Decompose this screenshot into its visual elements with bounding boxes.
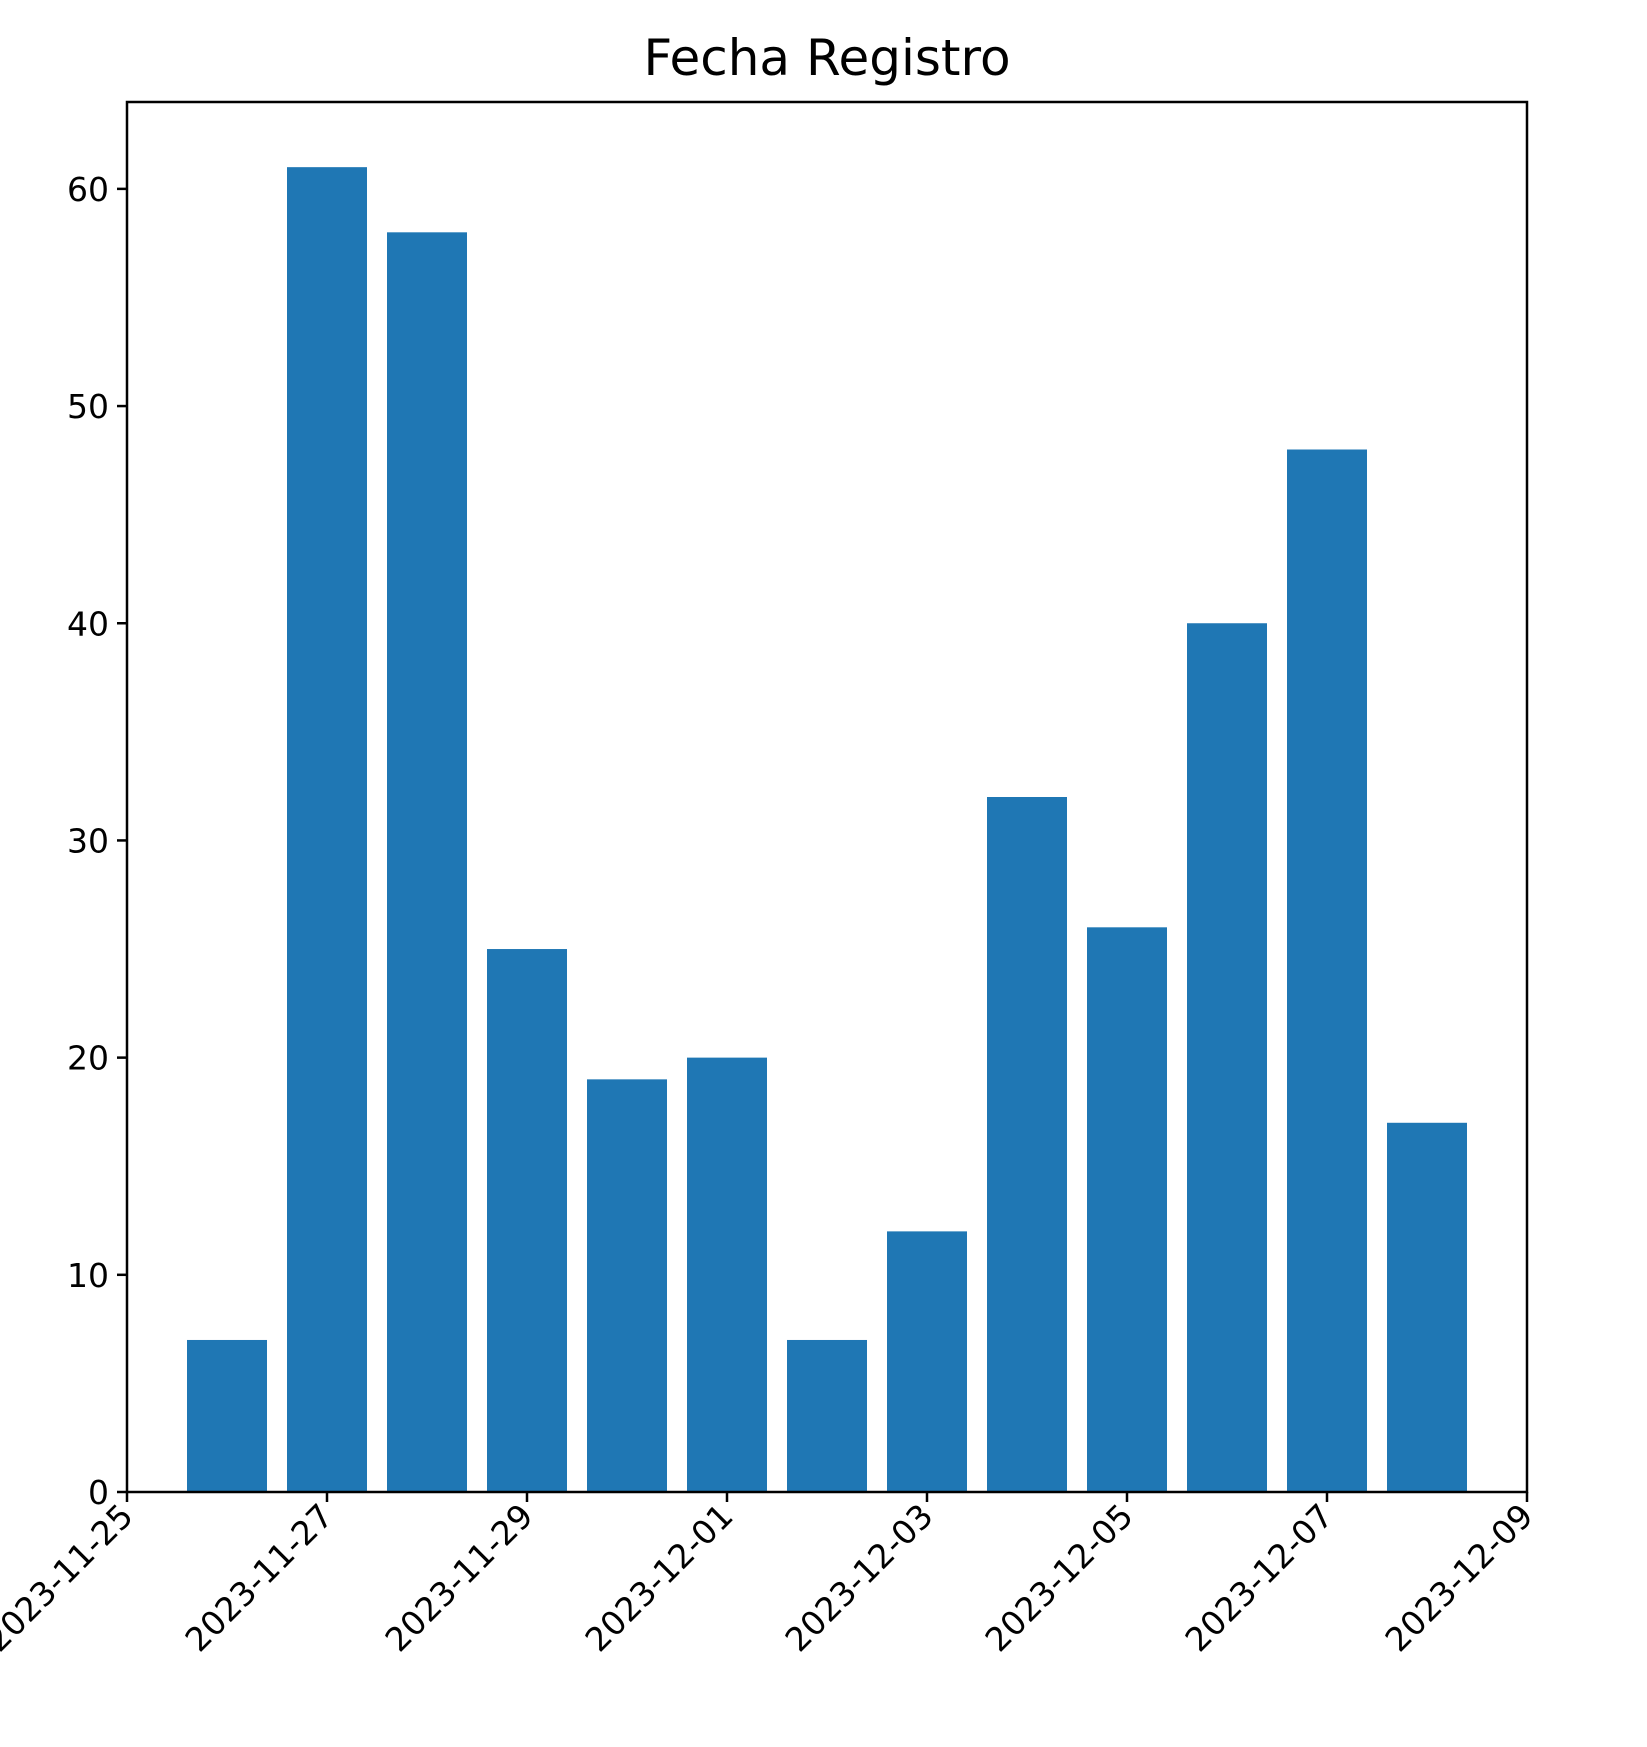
y-tick-label: 20 (67, 1039, 109, 1078)
x-tick-label: 2023-12-09 (1377, 1496, 1540, 1659)
bar-2023-12-02 (787, 1339, 867, 1492)
bar-2023-12-05 (1087, 927, 1167, 1492)
y-tick-label: 10 (67, 1256, 109, 1295)
y-tick-label: 0 (88, 1473, 109, 1512)
x-tick-label: 2023-12-05 (977, 1496, 1140, 1659)
x-tick-label: 2023-12-07 (1177, 1496, 1340, 1659)
x-tick-label: 2023-11-25 (0, 1496, 141, 1659)
y-tick-label: 40 (67, 604, 109, 643)
plot-frame (125, 100, 1529, 1494)
y-axis: 0 10 20 30 40 50 60 (67, 170, 127, 1512)
bar-2023-12-03 (887, 1231, 967, 1492)
x-tick-label: 2023-12-03 (777, 1496, 940, 1659)
bar-2023-11-29 (487, 949, 567, 1492)
x-tick-label: 2023-12-01 (577, 1496, 740, 1659)
bar-2023-12-08 (1387, 1122, 1467, 1492)
x-tick-label: 2023-11-29 (377, 1496, 540, 1659)
bars-group (187, 167, 1467, 1492)
bar-2023-12-06 (1187, 623, 1267, 1492)
y-tick-label: 50 (67, 387, 109, 426)
bar-2023-11-26 (187, 1339, 267, 1492)
y-tick-label: 60 (67, 170, 109, 209)
x-axis: 2023-11-25 2023-11-27 2023-11-29 2023-12-01… (0, 1492, 1541, 1659)
chart-title: Fecha Registro (643, 29, 1010, 87)
bar-2023-11-28 (387, 232, 467, 1492)
bar-2023-11-30 (587, 1079, 667, 1492)
bar-2023-11-27 (287, 167, 367, 1492)
bar-2023-12-07 (1287, 449, 1367, 1492)
bar-2023-12-01 (687, 1057, 767, 1492)
y-tick-label: 30 (67, 821, 109, 860)
bar-2023-12-04 (987, 797, 1067, 1492)
x-tick-label: 2023-11-27 (177, 1496, 340, 1659)
